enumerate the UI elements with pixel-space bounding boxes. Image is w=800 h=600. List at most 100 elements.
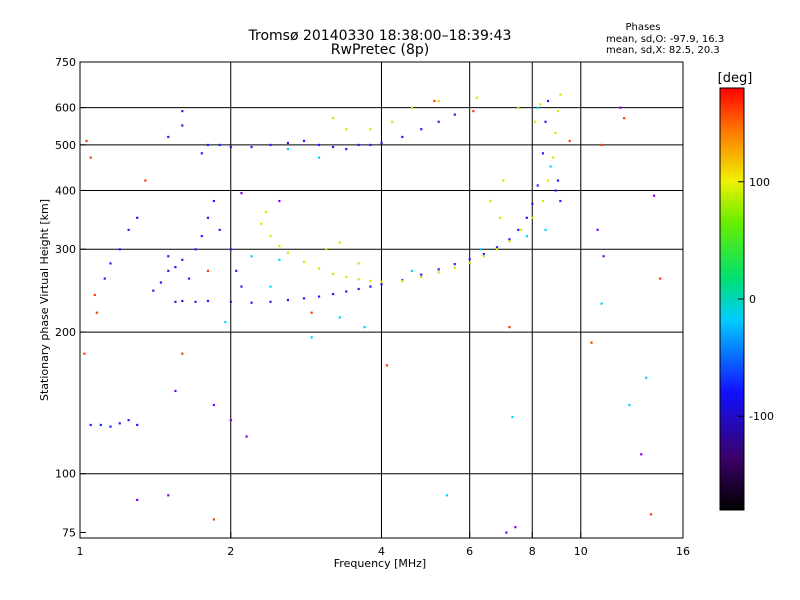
- data-point: [136, 423, 139, 427]
- data-point: [250, 255, 253, 258]
- data-point: [235, 269, 238, 272]
- data-point: [109, 262, 112, 265]
- data-point: [229, 145, 232, 149]
- data-point: [167, 269, 170, 272]
- data-point: [472, 110, 475, 113]
- x-tick-label: 6: [466, 545, 473, 558]
- data-point: [525, 235, 528, 238]
- data-point: [649, 513, 653, 516]
- data-point: [229, 248, 232, 251]
- data-point: [437, 271, 440, 274]
- x-tick-label: 2: [227, 545, 234, 558]
- data-point: [453, 263, 456, 266]
- data-point: [369, 143, 372, 147]
- data-point: [420, 273, 423, 276]
- data-point: [240, 285, 243, 288]
- data-point: [278, 244, 281, 248]
- data-point: [536, 106, 539, 109]
- data-point: [286, 147, 290, 151]
- data-point: [499, 216, 502, 219]
- data-point: [159, 281, 163, 284]
- data-point: [369, 285, 372, 288]
- data-point: [559, 199, 562, 203]
- data-point: [554, 131, 557, 135]
- data-point: [517, 106, 520, 109]
- data-point: [167, 135, 170, 139]
- data-point: [200, 235, 203, 238]
- data-point: [286, 141, 290, 145]
- data-point: [380, 141, 383, 145]
- data-point: [369, 128, 372, 131]
- data-point: [544, 120, 547, 123]
- data-point: [331, 272, 335, 275]
- data-point: [109, 425, 112, 428]
- data-point: [511, 415, 514, 419]
- data-point: [93, 293, 96, 297]
- data-point: [628, 403, 631, 407]
- data-point: [181, 258, 184, 261]
- data-point: [508, 238, 511, 241]
- data-point: [286, 251, 290, 254]
- chart-subtitle: RwPretec (8p): [331, 42, 429, 58]
- phase-colorbar: [deg] 100 0 -100: [718, 71, 774, 511]
- y-axis-label: Stationary phase Virtual Height [km]: [38, 199, 51, 401]
- data-point: [269, 285, 272, 288]
- data-point: [317, 156, 321, 159]
- data-point: [181, 299, 184, 303]
- data-point: [619, 106, 622, 109]
- data-point: [331, 292, 335, 296]
- data-point: [357, 143, 360, 147]
- x-axis-ticks: 1 2 4 6 8 10 16: [77, 532, 690, 558]
- data-point: [181, 352, 184, 355]
- x-tick-label: 1: [77, 545, 84, 558]
- data-point: [369, 279, 372, 283]
- data-point: [310, 336, 313, 339]
- x-tick-label: 4: [378, 545, 385, 558]
- data-point: [645, 376, 648, 379]
- data-point: [302, 297, 306, 300]
- data-point: [85, 139, 88, 143]
- data-point: [357, 262, 360, 265]
- data-point: [489, 199, 492, 203]
- data-point: [218, 143, 221, 147]
- data-point: [602, 255, 605, 258]
- data-point: [206, 299, 210, 303]
- data-point: [317, 143, 321, 147]
- data-point: [437, 99, 440, 103]
- plot-area: 1 2 4 6 8 10 16 75 100 200 300 400 500 600 750: [55, 56, 690, 558]
- data-point: [218, 228, 221, 231]
- data-point: [363, 326, 366, 329]
- chart-title: Tromsø 20140330 18:38:00–18:39:43: [248, 28, 512, 44]
- data-point: [212, 403, 215, 407]
- data-point: [520, 228, 523, 231]
- colorbar-tick-label: 100: [749, 176, 770, 189]
- data-point: [194, 300, 197, 303]
- colorbar-ticks: 100 0 -100: [738, 176, 774, 423]
- data-point: [167, 494, 170, 497]
- data-point: [482, 253, 485, 256]
- data-point: [549, 165, 552, 168]
- data-point: [264, 210, 268, 214]
- data-point: [99, 423, 102, 427]
- data-point: [278, 199, 281, 203]
- data-point: [127, 419, 130, 422]
- data-point: [539, 103, 542, 106]
- y-tick-label: 200: [55, 326, 76, 339]
- y-tick-label: 300: [55, 243, 76, 256]
- data-point: [302, 139, 306, 143]
- stats-heading: Phases: [625, 22, 660, 33]
- data-point: [345, 275, 348, 279]
- data-point: [269, 143, 272, 147]
- data-point: [206, 216, 210, 219]
- data-point: [357, 287, 360, 291]
- data-point: [554, 189, 557, 192]
- data-point: [286, 298, 290, 302]
- data-point: [317, 267, 321, 270]
- y-tick-label: 600: [55, 102, 76, 115]
- data-point: [136, 216, 139, 219]
- data-point: [269, 300, 272, 303]
- data-point: [345, 290, 348, 293]
- data-point: [212, 518, 215, 521]
- data-point: [89, 423, 92, 427]
- data-point: [89, 156, 92, 159]
